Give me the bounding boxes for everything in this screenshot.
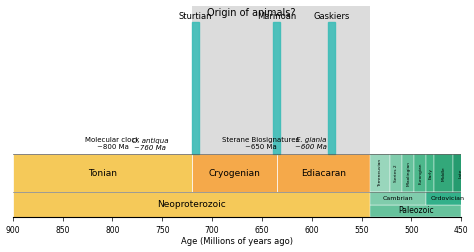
- Bar: [13, 154, 192, 192]
- Bar: [426, 154, 434, 192]
- Bar: [426, 192, 468, 205]
- Bar: [371, 205, 461, 217]
- Text: Early: Early: [428, 168, 432, 179]
- Bar: [434, 154, 453, 192]
- Bar: [371, 154, 391, 192]
- Text: Furongian: Furongian: [418, 163, 422, 184]
- Bar: [192, 6, 371, 154]
- Text: E. giania
~600 Ma: E. giania ~600 Ma: [295, 138, 327, 150]
- Text: Ediacaran: Ediacaran: [301, 169, 346, 178]
- Text: Molecular clock
~800 Ma: Molecular clock ~800 Ma: [85, 138, 140, 150]
- Bar: [277, 154, 371, 192]
- Bar: [192, 154, 277, 192]
- Text: Marinoan: Marinoan: [257, 12, 296, 21]
- Bar: [191, 22, 199, 154]
- Text: Neoproterozoic: Neoproterozoic: [157, 200, 226, 209]
- Text: Terreneuvian: Terreneuvian: [378, 159, 383, 187]
- Bar: [273, 22, 280, 154]
- Bar: [414, 154, 426, 192]
- Text: Tonian: Tonian: [88, 169, 117, 178]
- Text: Sturtian: Sturtian: [178, 12, 212, 21]
- Text: Cryogenian: Cryogenian: [209, 169, 260, 178]
- X-axis label: Age (Millions of years ago): Age (Millions of years ago): [181, 237, 293, 246]
- Bar: [402, 154, 414, 192]
- Text: Late: Late: [459, 169, 463, 178]
- Text: Origin of animals?: Origin of animals?: [207, 8, 296, 18]
- Text: Ordovician: Ordovician: [430, 196, 464, 201]
- Bar: [391, 154, 402, 192]
- Text: Gaskiers: Gaskiers: [313, 12, 350, 21]
- Text: Series 2: Series 2: [394, 165, 398, 182]
- Bar: [371, 192, 426, 205]
- Bar: [328, 22, 335, 154]
- Bar: [13, 192, 371, 217]
- Text: Middle: Middle: [442, 166, 446, 181]
- Text: Cambrian: Cambrian: [383, 196, 414, 201]
- Text: Sterane Biosignatures
~650 Ma: Sterane Biosignatures ~650 Ma: [222, 138, 300, 150]
- Text: Paleozoic: Paleozoic: [398, 206, 434, 215]
- Bar: [453, 154, 468, 192]
- Text: Miaolingian: Miaolingian: [406, 161, 410, 186]
- Text: O. antiqua
~760 Ma: O. antiqua ~760 Ma: [132, 138, 169, 151]
